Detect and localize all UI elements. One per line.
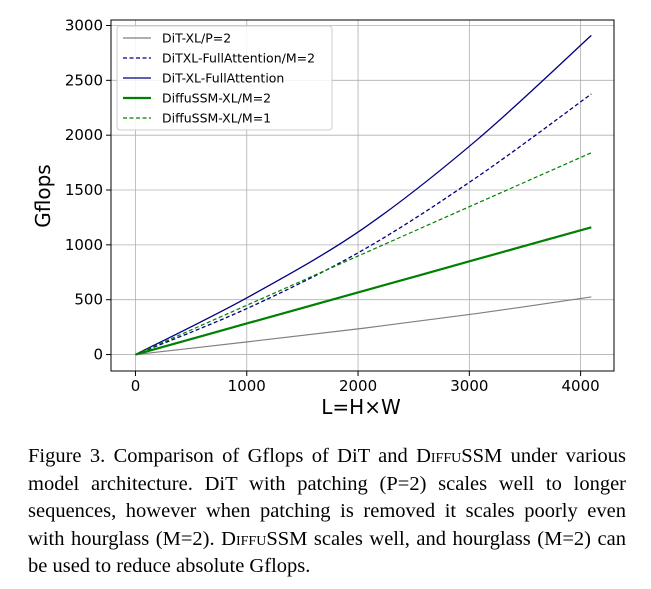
caption-diffu-1: Diffu <box>416 445 462 467</box>
y-tick-label: 500 <box>74 291 103 309</box>
legend: DiT-XL/P=2 DiTXL-FullAttention/M=2 DiT-XL-… <box>116 25 333 131</box>
gflops-chart: 0 1000 2000 3000 4000 0 500 1000 1500 2000 2500 300… <box>31 16 615 419</box>
legend-label-5: DiffuSSM-XL/M=1 <box>162 111 271 126</box>
y-tick-label: 1500 <box>65 181 103 199</box>
x-axis-label: L=H×W <box>321 395 401 419</box>
figure-caption: Figure 3. Comparison of Gflops of DiT an… <box>28 443 626 581</box>
legend-box <box>116 25 333 131</box>
series-line-3 <box>135 34 592 356</box>
y-tick-label: 0 <box>93 346 103 364</box>
series-lines <box>135 34 592 356</box>
series-line-4 <box>135 226 592 356</box>
caption-ssm-2: SSM <box>266 527 308 550</box>
plot-frame <box>110 19 615 372</box>
caption-middle: under various model architecture. DiT wi… <box>28 445 626 550</box>
y-tick-label: 1000 <box>65 236 103 254</box>
x-tick-label: 0 <box>131 377 141 395</box>
caption-diffu-2: Diffu <box>221 527 267 550</box>
series-line-2 <box>135 93 592 356</box>
legend-label-2: DiTXL-FullAttention/M=2 <box>162 51 315 66</box>
y-tick-label: 3000 <box>65 16 103 34</box>
x-tick-label: 2000 <box>339 377 377 395</box>
legend-label-3: DiT-XL-FullAttention <box>162 71 284 86</box>
y-axis-label: Gflops <box>31 164 55 227</box>
caption-suffix: scales well, and hourglass (M=2) can be … <box>28 527 627 578</box>
caption-prefix: Figure 3. Comparison of Gflops of DiT an… <box>28 445 417 467</box>
x-tick-label: 3000 <box>450 377 488 395</box>
x-tick-label: 4000 <box>562 377 600 395</box>
y-tick-label: 2000 <box>65 126 103 144</box>
x-tick-label: 1000 <box>228 377 266 395</box>
axis-ticks: 0 1000 2000 3000 4000 0 500 1000 1500 2000 2500 300… <box>65 16 600 395</box>
series-line-1 <box>135 296 592 356</box>
legend-label-1: DiT-XL/P=2 <box>162 31 231 46</box>
caption-ssm-1: SSM <box>461 445 503 467</box>
series-line-5 <box>135 152 592 356</box>
legend-label-4: DiffuSSM-XL/M=2 <box>162 91 271 106</box>
y-tick-label: 2500 <box>65 71 103 89</box>
